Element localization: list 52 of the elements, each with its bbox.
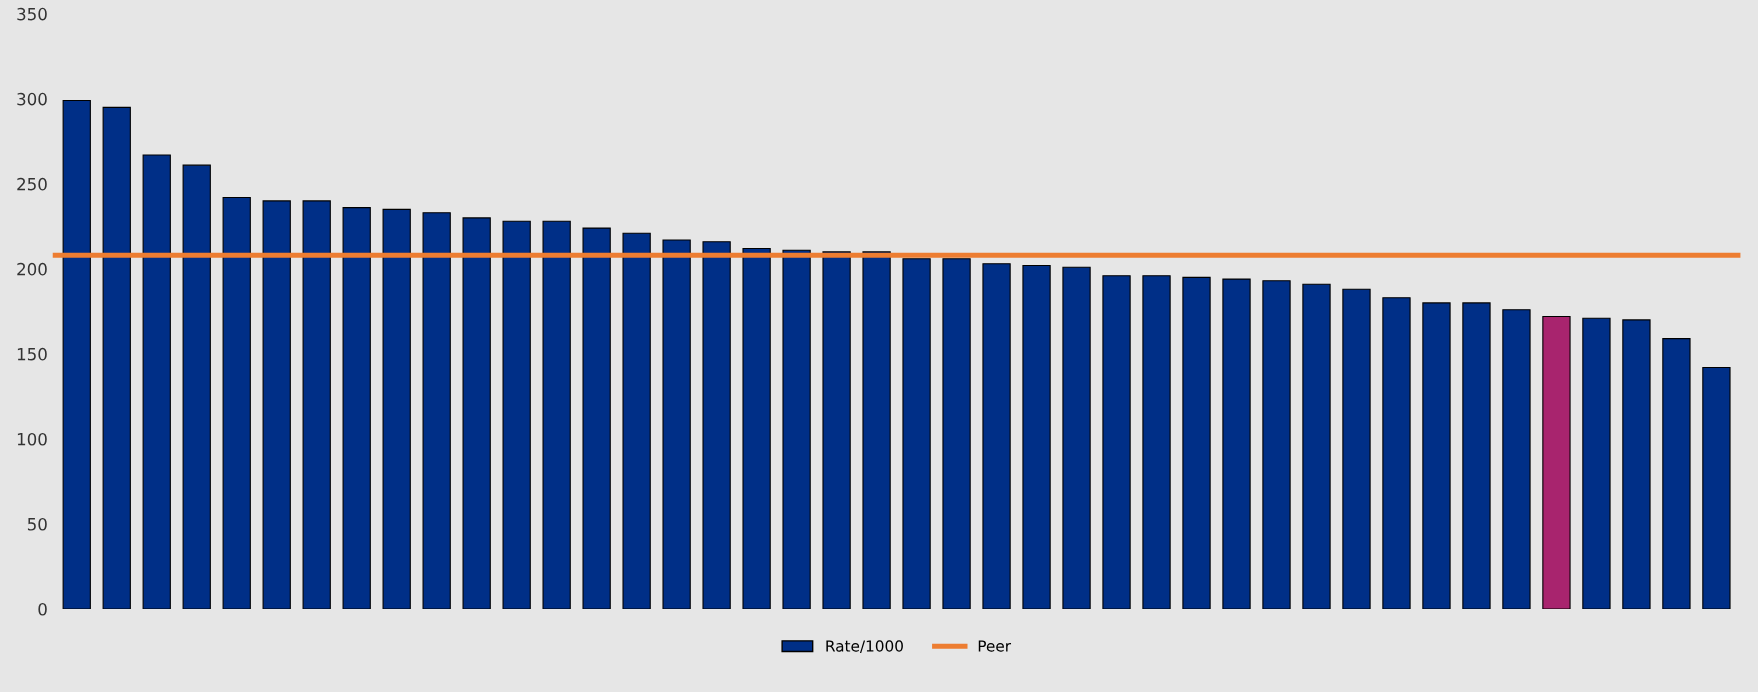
bar [1622, 319, 1651, 609]
y-tick-label: 350 [17, 7, 47, 21]
bar [1302, 283, 1331, 609]
bar [1382, 297, 1411, 609]
bar [1462, 302, 1491, 609]
bar [982, 263, 1011, 609]
legend-label: Peer [978, 640, 1012, 652]
bar [1702, 366, 1731, 609]
bar [1102, 275, 1131, 609]
bar [822, 251, 851, 609]
bar [382, 208, 411, 609]
bar [182, 164, 211, 609]
bar [942, 258, 971, 609]
bar [542, 220, 571, 609]
bar [862, 251, 891, 609]
bar [1342, 288, 1371, 609]
bar [102, 106, 131, 609]
bar [302, 200, 331, 609]
y-tick-label: 50 [27, 517, 47, 531]
bar [422, 212, 451, 609]
legend-label: Rate/1000 [826, 640, 903, 653]
y-tick-label: 150 [17, 347, 47, 361]
y-tick-label: 100 [17, 432, 47, 446]
bar [582, 227, 611, 609]
bar [662, 239, 691, 609]
bar [902, 258, 931, 609]
bar [1502, 309, 1531, 609]
bar [1262, 280, 1291, 609]
bar [342, 207, 371, 609]
bar [502, 220, 531, 609]
bar [782, 249, 811, 609]
bar [1662, 338, 1691, 609]
bar [1222, 278, 1251, 609]
bar [1182, 276, 1211, 609]
bar [142, 154, 171, 609]
bar [62, 100, 91, 609]
bar [462, 217, 491, 609]
bar [222, 196, 251, 609]
bar [1422, 302, 1451, 609]
bar [1542, 315, 1571, 609]
bar [1022, 264, 1051, 609]
bar [262, 200, 291, 609]
y-tick-label: 0 [38, 602, 47, 616]
bar [1062, 266, 1091, 609]
bar [1582, 317, 1611, 609]
y-tick-label: 200 [17, 262, 47, 276]
y-tick-label: 300 [17, 92, 47, 106]
bar [702, 241, 731, 609]
bar [1142, 275, 1171, 609]
y-tick-label: 250 [17, 177, 47, 191]
bar [622, 232, 651, 609]
bar [742, 247, 771, 609]
